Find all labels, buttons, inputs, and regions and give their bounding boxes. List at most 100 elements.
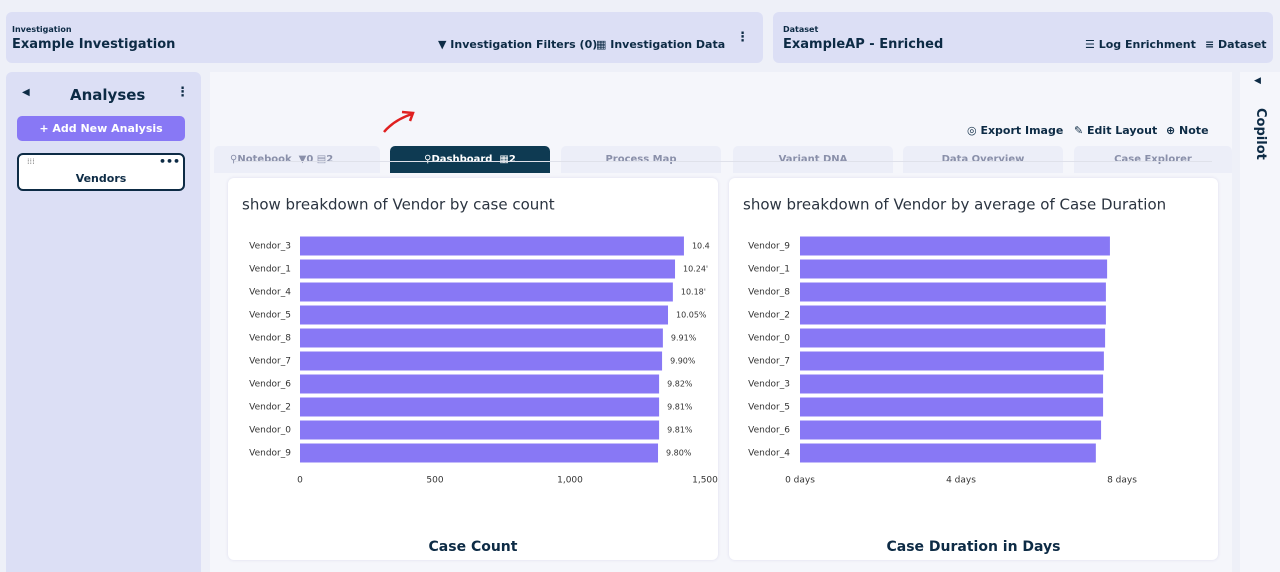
y-tick-label: Vendor_0 xyxy=(748,334,790,344)
tab[interactable]: Variant DNA xyxy=(733,146,893,173)
dashboard-tab[interactable]: ⚲ Dashboard ▦ 2 xyxy=(390,146,550,173)
label: Investigation Filters (0) xyxy=(450,38,598,51)
notebook-tab[interactable]: ⚲ Notebook ▼ 0 ▤ 2 xyxy=(214,146,380,173)
bar xyxy=(300,374,660,394)
drag-handle: ⁞⁞⁞ xyxy=(27,157,35,166)
value-label: 9.81% xyxy=(667,403,693,412)
y-tick-label: Vendor_1 xyxy=(748,265,790,275)
x-axis-label: Case Duration in Days xyxy=(886,539,1060,555)
count: 0 xyxy=(306,154,314,165)
investigation-bar: Investigation Example Investigation ▼ In… xyxy=(6,12,763,63)
menu[interactable]: ••• xyxy=(159,155,181,168)
dataset-bar: Dataset ExampleAP - Enriched ☰ Log Enric… xyxy=(773,12,1273,63)
chart: show breakdown of Vendor by case count Ca… xyxy=(242,196,718,556)
export-image[interactable]: ◎ Export Image xyxy=(967,124,1064,137)
value-label: 9.81% xyxy=(667,426,693,435)
x-tick-label: 8 days xyxy=(1107,476,1137,486)
y-tick-label: Vendor_5 xyxy=(249,311,291,321)
label: Dashboard xyxy=(431,154,493,165)
y-tick-label: Vendor_9 xyxy=(249,449,291,459)
y-tick-label: Vendor_3 xyxy=(249,242,291,252)
bar xyxy=(800,282,1106,302)
menu[interactable]: ⋮ xyxy=(176,85,189,100)
y-tick-label: Vendor_5 xyxy=(748,403,790,413)
bar xyxy=(300,443,659,463)
bar xyxy=(300,351,663,371)
bar xyxy=(800,443,1096,463)
y-tick-label: Vendor_1 xyxy=(249,265,291,275)
bar xyxy=(300,259,676,279)
y-tick-label: Vendor_4 xyxy=(249,288,291,298)
y-tick-label: Vendor_3 xyxy=(748,380,790,390)
annotation-arrow xyxy=(383,110,415,133)
label: Vendors xyxy=(75,172,127,185)
value-label: 10.4 xyxy=(692,242,710,251)
note[interactable]: ⊕ Note xyxy=(1166,124,1209,137)
data-button[interactable]: ▦ Investigation Data xyxy=(596,38,726,51)
analysis-item[interactable]: Vendors ⁞⁞⁞ ••• xyxy=(17,153,185,191)
chart-card: show breakdown of Vendor by case count Ca… xyxy=(228,178,718,560)
tab[interactable]: Case Explorer xyxy=(1074,146,1232,173)
bar xyxy=(800,374,1104,394)
dataset-button[interactable]: ≡ Dataset xyxy=(1205,38,1267,51)
edit-layout[interactable]: ✎ Edit Layout xyxy=(1074,124,1158,137)
sidebar-title: Analyses xyxy=(70,86,146,104)
y-tick-label: Vendor_4 xyxy=(748,449,790,459)
chart-title: show breakdown of Vendor by average of C… xyxy=(743,196,1166,214)
x-tick-label: 4 days xyxy=(946,476,976,486)
y-tick-label: Vendor_7 xyxy=(748,357,790,367)
bar xyxy=(300,305,669,325)
label: Note xyxy=(1179,124,1209,137)
dataset-name: ExampleAP - Enriched xyxy=(783,37,944,52)
log-enrichment[interactable]: ☰ Log Enrichment xyxy=(1085,38,1196,51)
bar xyxy=(800,420,1102,440)
label: Dataset xyxy=(1218,38,1267,51)
label: Log Enrichment xyxy=(1098,38,1196,51)
collapse[interactable]: ◀ xyxy=(22,87,30,98)
copilot-panel: ◀ Copilot xyxy=(1240,72,1280,572)
investigation-name: Example Investigation xyxy=(12,37,176,52)
chart-card: show breakdown of Vendor by average of C… xyxy=(729,178,1218,560)
bar xyxy=(800,236,1110,256)
tab[interactable]: Data Overview xyxy=(903,146,1063,173)
x-axis-label: Case Count xyxy=(429,539,518,555)
x-tick-label: 1,000 xyxy=(557,476,583,486)
caption: Dataset xyxy=(783,25,819,34)
bar xyxy=(800,328,1106,348)
divider xyxy=(234,161,1212,162)
x-tick-label: 0 days xyxy=(785,476,815,486)
value-label: 9.80% xyxy=(666,449,692,458)
count: 2 xyxy=(326,154,334,165)
y-tick-label: Vendor_6 xyxy=(249,380,291,390)
value-label: 10.18' xyxy=(681,288,706,297)
label: Notebook xyxy=(237,154,292,165)
filters-button[interactable]: ▼ Investigation Filters (0) xyxy=(438,38,598,51)
label: Investigation Data xyxy=(610,38,726,51)
bar xyxy=(800,259,1108,279)
bar xyxy=(300,236,684,256)
expand[interactable]: ◀ xyxy=(1254,76,1261,86)
sidebar: ◀ Analyses ⋮ + Add New Analysis Vendors … xyxy=(6,72,201,572)
y-tick-label: Vendor_9 xyxy=(748,242,790,252)
bar xyxy=(300,420,660,440)
bar xyxy=(800,305,1106,325)
y-tick-label: Vendor_8 xyxy=(249,334,291,344)
label: Edit Layout xyxy=(1087,124,1158,137)
y-tick-label: Vendor_7 xyxy=(249,357,291,367)
menu[interactable]: ⋮ xyxy=(736,30,749,45)
value-label: 9.90% xyxy=(670,357,696,366)
chart: show breakdown of Vendor by average of C… xyxy=(743,196,1166,556)
chart-title: show breakdown of Vendor by case count xyxy=(242,196,555,214)
bar xyxy=(800,397,1104,417)
copilot-label: Copilot xyxy=(1253,108,1268,160)
bar xyxy=(800,351,1104,371)
value-label: 9.91% xyxy=(671,334,697,343)
value-label: 9.82% xyxy=(667,380,693,389)
caption: Investigation xyxy=(12,25,72,34)
tab[interactable]: Process Map xyxy=(561,146,721,173)
add-analysis[interactable]: + Add New Analysis xyxy=(17,116,185,141)
label: Export Image xyxy=(980,124,1064,137)
x-tick-label: 1,500 xyxy=(692,476,718,486)
